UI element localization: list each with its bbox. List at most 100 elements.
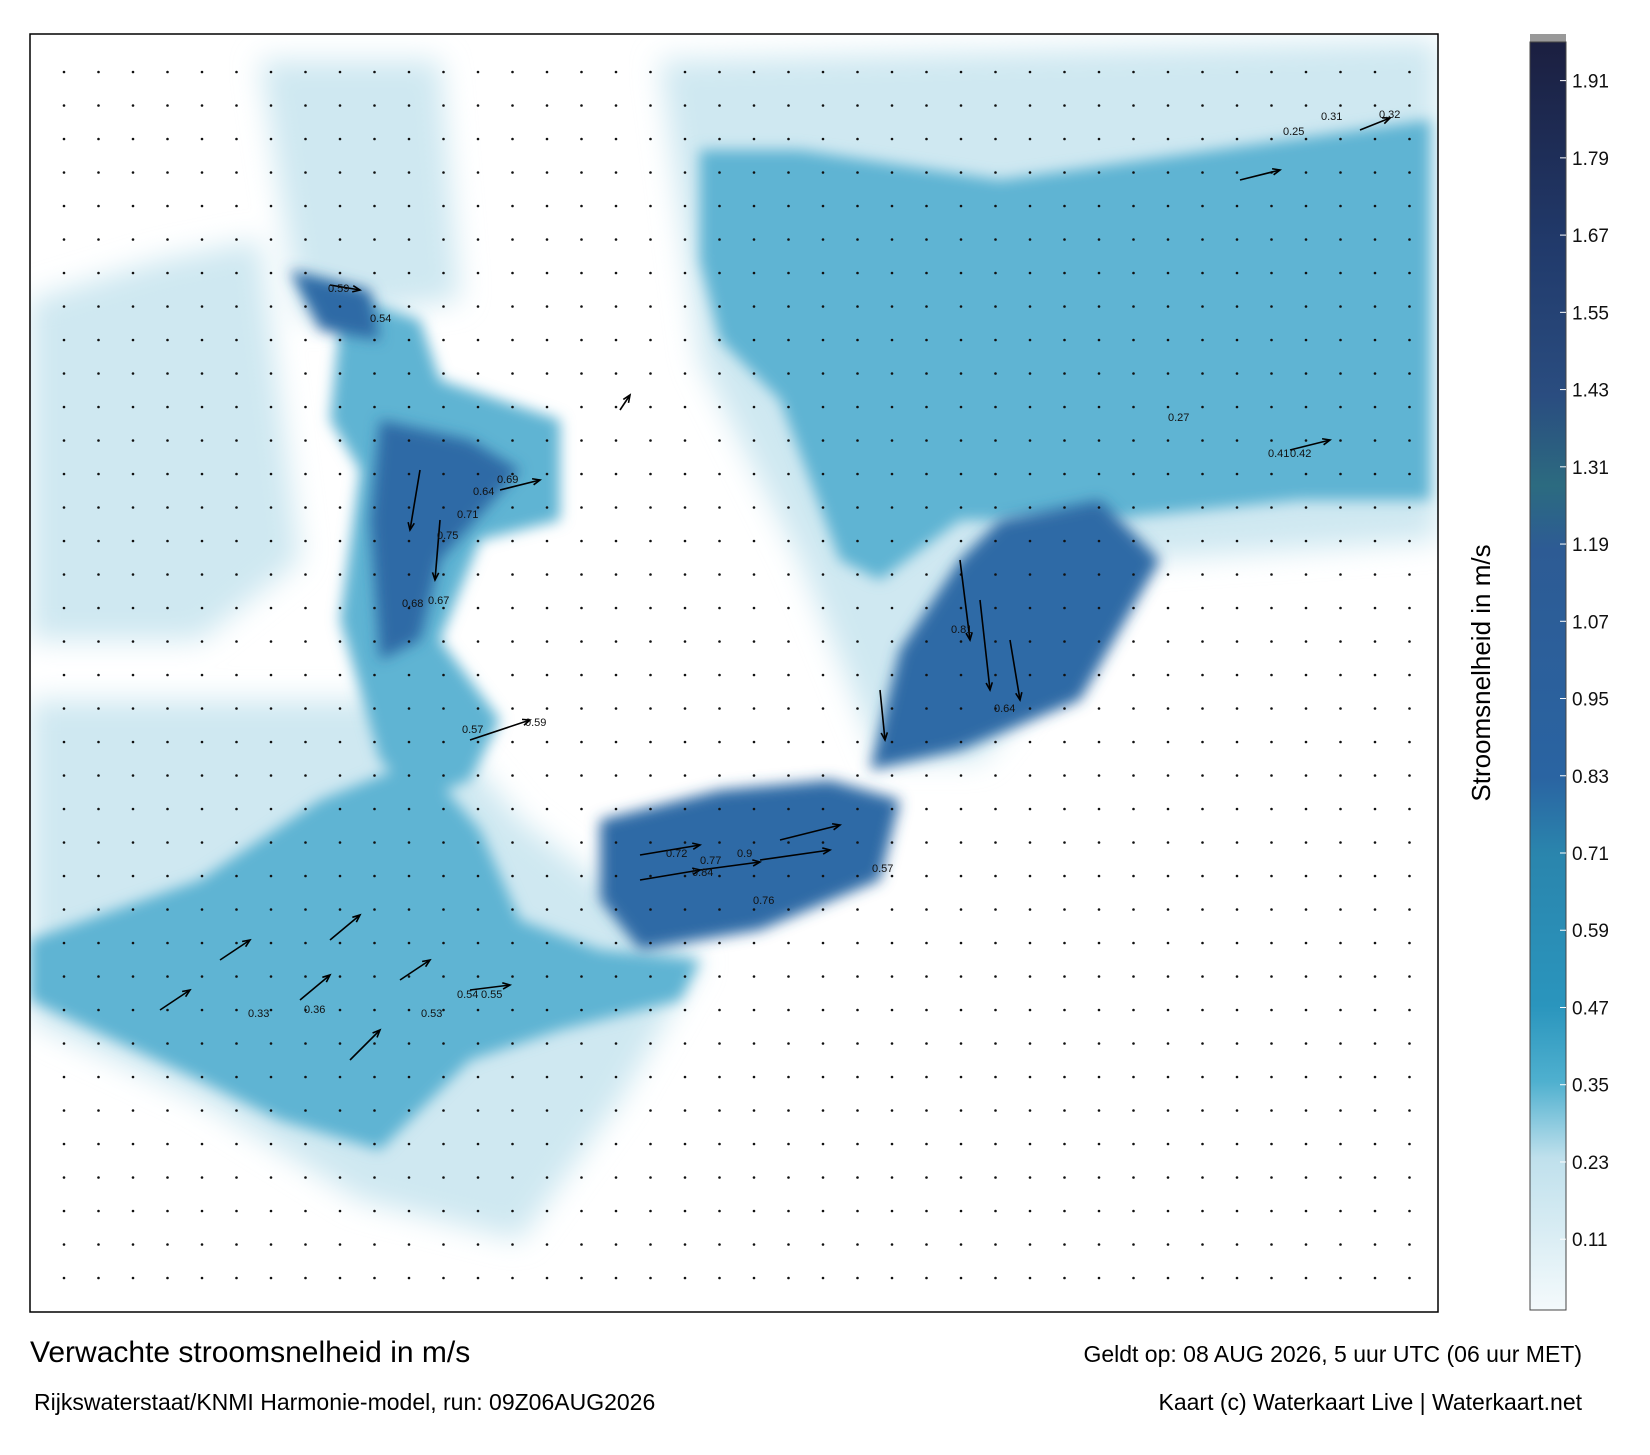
grid-dot (1235, 539, 1239, 543)
grid-dot (442, 841, 445, 844)
grid-dot (131, 707, 135, 710)
grid-dot (821, 874, 825, 878)
grid-dot (580, 439, 583, 442)
grid-dot (1235, 807, 1239, 811)
grid-dot (1028, 1075, 1032, 1079)
grid-dot (1097, 874, 1101, 878)
grid-dot (1132, 975, 1135, 978)
grid-dot (62, 1209, 66, 1213)
grid-dot (1373, 271, 1377, 275)
grid-dot (1028, 740, 1032, 744)
grid-dot (407, 338, 411, 342)
grid-dot (1097, 70, 1101, 74)
grid-dot (166, 271, 169, 275)
grid-dot (1408, 975, 1411, 978)
grid-dot (407, 238, 411, 241)
grid-dot (959, 171, 963, 174)
grid-dot (959, 606, 963, 610)
grid-dot (1166, 439, 1170, 442)
grid-dot (1304, 506, 1308, 509)
grid-dot (304, 1075, 307, 1079)
grid-dot (821, 238, 825, 241)
grid-dot (1339, 640, 1342, 643)
grid-dot (304, 573, 307, 576)
grid-dot (1097, 807, 1101, 811)
grid-dot (166, 640, 169, 643)
grid-dot (131, 673, 135, 677)
grid-dot (166, 439, 169, 442)
grid-dot (959, 640, 963, 643)
grid-dot (580, 640, 583, 643)
grid-dot (649, 1109, 652, 1112)
grid-dot (1028, 539, 1032, 543)
grid-dot (269, 1008, 273, 1012)
grid-dot (821, 774, 825, 777)
grid-dot (200, 472, 204, 476)
grid-dot (545, 204, 549, 208)
grid-dot (97, 1142, 100, 1146)
grid-dot (304, 1008, 307, 1012)
grid-dot (1132, 640, 1135, 643)
grid-dot (235, 70, 238, 74)
grid-dot (718, 1109, 721, 1112)
grid-dot (476, 1142, 480, 1146)
grid-dot (649, 1075, 652, 1079)
grid-dot (1235, 640, 1239, 643)
grid-dot (925, 372, 928, 375)
grid-dot (62, 137, 66, 141)
grid-dot (1408, 1209, 1411, 1213)
grid-dot (1304, 439, 1308, 442)
grid-dot (787, 606, 790, 610)
grid-dot (787, 1075, 790, 1079)
grid-dot (1166, 1276, 1170, 1280)
grid-dot (614, 1176, 618, 1179)
grid-dot (62, 874, 66, 878)
grid-dot (1097, 975, 1101, 978)
grid-dot (545, 472, 549, 476)
grid-dot (821, 941, 825, 945)
current-arrow (699, 861, 761, 871)
grid-dot (166, 740, 169, 744)
grid-dot (373, 1109, 376, 1112)
grid-dot (1373, 539, 1377, 543)
grid-dot (614, 874, 618, 878)
grid-dot (959, 807, 963, 811)
grid-dot (787, 472, 790, 476)
grid-dot (580, 1176, 583, 1179)
grid-dot (1339, 238, 1342, 241)
grid-dot (97, 1209, 100, 1213)
grid-dot (269, 405, 273, 409)
grid-dot (580, 740, 583, 744)
grid-dot (1028, 305, 1032, 308)
arrow-head (521, 718, 532, 726)
grid-dot (1201, 1176, 1204, 1179)
grid-dot (1304, 1042, 1308, 1045)
grid-dot (166, 774, 169, 777)
grid-dot (476, 707, 480, 710)
grid-dot (131, 171, 135, 174)
grid-dot (62, 807, 66, 811)
grid-dot (1373, 606, 1377, 610)
grid-dot (994, 874, 997, 878)
grid-dot (752, 640, 756, 643)
grid-dot (1097, 1042, 1101, 1045)
grid-dot (304, 807, 307, 811)
grid-dot (1201, 807, 1204, 811)
grid-dot (821, 1142, 825, 1146)
grid-dot (959, 539, 963, 543)
grid-dot (1304, 271, 1308, 275)
grid-dot (994, 539, 997, 543)
grid-dot (269, 841, 273, 844)
grid-dot (614, 104, 618, 107)
grid-dot (269, 707, 273, 710)
grid-dot (752, 238, 756, 241)
grid-dot (890, 1209, 894, 1213)
grid-dot (683, 1008, 687, 1012)
grid-dot (959, 305, 963, 308)
grid-dot (718, 70, 721, 74)
grid-dot (304, 70, 307, 74)
grid-dot (97, 975, 100, 978)
grid-dot (1373, 673, 1377, 677)
grid-dot (373, 941, 376, 945)
grid-dot (166, 673, 169, 677)
